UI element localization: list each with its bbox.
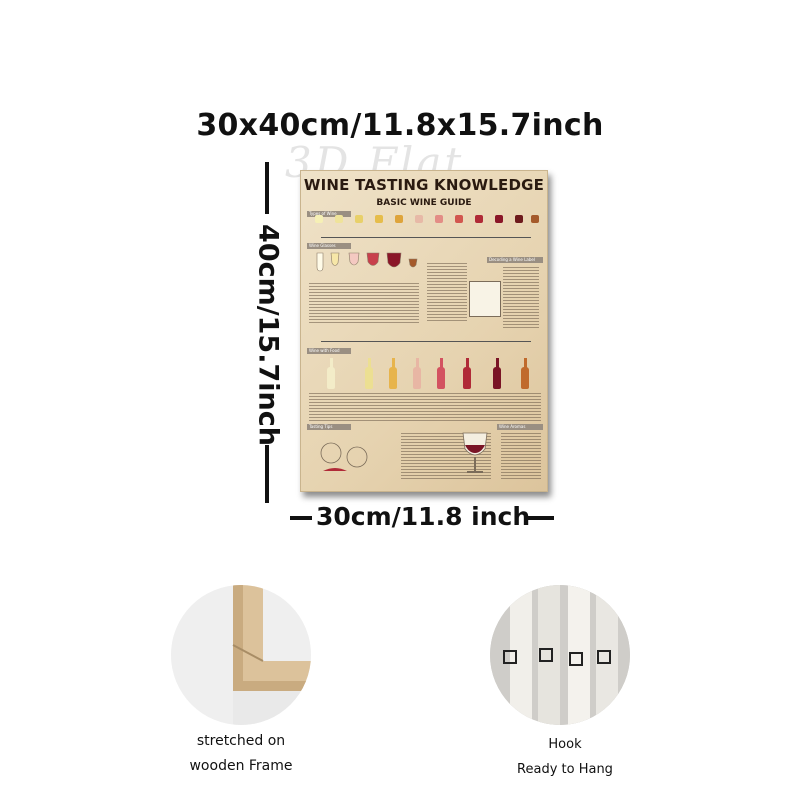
- bottle-icon: [327, 358, 335, 389]
- bottle-icon: [437, 358, 445, 389]
- hook-caption-line2: Ready to Hang: [517, 762, 613, 777]
- hook-icon: [503, 650, 517, 664]
- wine-color-dot: [531, 215, 539, 223]
- text-block: [501, 433, 541, 481]
- wine-label-illustration: [469, 281, 501, 317]
- hook-photo: [490, 585, 630, 725]
- red-wine-glass-illustration: [462, 432, 488, 473]
- wine-poster: WINE TASTING KNOWLEDGE BASIC WINE GUIDE …: [300, 170, 548, 492]
- glass-icon: [386, 252, 402, 268]
- section-wine-aromas: Wine Aromas: [497, 424, 543, 430]
- bottle-icon: [521, 358, 529, 389]
- section-decoding-label: Decoding a Wine Label: [487, 257, 543, 263]
- bottle-icon: [389, 358, 397, 389]
- hook-caption-line1: Hook: [548, 737, 582, 752]
- dimension-side-line-bottom: [265, 445, 269, 503]
- section-types-of-wine: Types of Wine: [307, 211, 351, 217]
- hook-icon: [539, 648, 553, 662]
- glass-icon: [330, 252, 340, 266]
- wine-color-dot: [355, 215, 363, 223]
- section-tasting-tips: Tasting Tips: [307, 424, 351, 430]
- glass-icon: [316, 252, 324, 272]
- poster-title: WINE TASTING KNOWLEDGE: [303, 176, 545, 194]
- bottle-icon: [413, 358, 421, 389]
- connector-line: [321, 237, 531, 238]
- bottle-icon: [365, 358, 373, 389]
- dimension-side-line-top: [265, 162, 269, 214]
- bottle-icon: [493, 358, 501, 389]
- wine-color-dot: [315, 215, 323, 223]
- wine-glasses-row: [316, 252, 418, 272]
- wine-color-dot: [515, 215, 523, 223]
- wooden-frame-photo: [171, 585, 311, 725]
- frame-caption-line1: stretched on: [196, 733, 286, 749]
- wine-color-dot: [455, 215, 463, 223]
- connector-line: [321, 341, 531, 342]
- wine-color-dot: [375, 215, 383, 223]
- dimension-side-label: 40cm/15.7inch: [252, 224, 284, 446]
- wine-color-dot: [395, 215, 403, 223]
- glass-icon: [366, 252, 380, 266]
- bottle-icon: [463, 358, 471, 389]
- hook-icon: [597, 650, 611, 664]
- section-wine-with-food: Wine with Food: [307, 348, 351, 354]
- dimension-bottom-line-right: [524, 516, 554, 520]
- poster-subtitle: BASIC WINE GUIDE: [376, 198, 472, 208]
- frame-caption-line2: wooden Frame: [189, 758, 293, 774]
- hook-icon: [569, 652, 583, 666]
- dimension-top-label: 30x40cm/11.8x15.7inch: [196, 108, 604, 143]
- wine-color-dot: [415, 215, 423, 223]
- tasting-illustration: [320, 442, 368, 471]
- text-block: [503, 267, 539, 329]
- text-block: [309, 283, 419, 323]
- wine-color-dot: [495, 215, 503, 223]
- wine-color-dot: [435, 215, 443, 223]
- section-wine-glasses: Wine Glasses: [307, 243, 351, 249]
- dimension-bottom-label: 30cm/11.8 inch: [316, 502, 531, 531]
- text-block: [427, 263, 467, 323]
- wine-color-dot: [475, 215, 483, 223]
- text-block: [309, 393, 541, 421]
- glass-icon: [408, 258, 418, 268]
- glass-icon: [348, 252, 360, 266]
- wine-color-dot: [335, 215, 343, 223]
- dimension-bottom-line-left: [290, 516, 312, 520]
